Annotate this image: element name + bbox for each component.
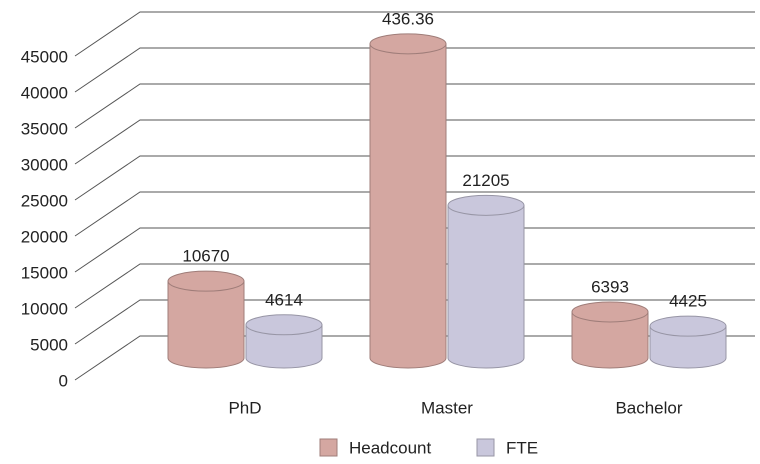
- value-label: 21205: [462, 171, 509, 190]
- x-tick-label: Bachelor: [615, 398, 682, 417]
- cylinder-top: [167, 270, 245, 292]
- y-tick-label: 25000: [21, 191, 68, 210]
- grid-line: [74, 335, 755, 381]
- cylinder-top: [447, 194, 525, 216]
- legend-label: FTE: [506, 438, 538, 457]
- cylinder-top: [245, 314, 323, 336]
- y-tick-label: 30000: [21, 155, 68, 174]
- x-tick-label: PhD: [228, 398, 261, 417]
- legend-label: Headcount: [349, 438, 432, 457]
- y-tick-label: 15000: [21, 263, 68, 282]
- grid-line: [74, 11, 755, 57]
- y-tick-label: 20000: [21, 227, 68, 246]
- grid-line: [74, 191, 755, 237]
- y-tick-label: 40000: [21, 83, 68, 102]
- y-tick-label: 45000: [21, 47, 68, 66]
- value-label: 6393: [591, 277, 629, 296]
- grid-line: [74, 263, 755, 309]
- cylinder: [649, 325, 727, 369]
- value-label: 4614: [265, 290, 303, 309]
- cylinder: [245, 324, 323, 369]
- y-tick-label: 0: [59, 371, 68, 390]
- y-tick-label: 10000: [21, 299, 68, 318]
- grid-line: [74, 47, 755, 93]
- cylinder: [447, 204, 525, 369]
- value-label: 436.36: [382, 9, 434, 28]
- grid-line: [74, 83, 755, 129]
- x-tick-label: Master: [421, 398, 473, 417]
- y-tick-label: 35000: [21, 119, 68, 138]
- cylinder: [571, 311, 649, 369]
- grid-line: [74, 155, 755, 201]
- cylinder: [167, 280, 245, 369]
- grid-line: [74, 227, 755, 273]
- value-label: 4425: [669, 292, 707, 311]
- value-label: 10670: [182, 247, 229, 266]
- cylinder-top: [571, 301, 649, 323]
- y-tick-label: 5000: [30, 335, 68, 354]
- cylinder: [369, 43, 447, 369]
- cylinder-top: [649, 315, 727, 337]
- cylinder-top: [369, 33, 447, 55]
- legend-swatch: [476, 438, 495, 457]
- grid-line: [74, 299, 755, 345]
- grid-line: [74, 119, 755, 165]
- legend-swatch: [319, 438, 338, 457]
